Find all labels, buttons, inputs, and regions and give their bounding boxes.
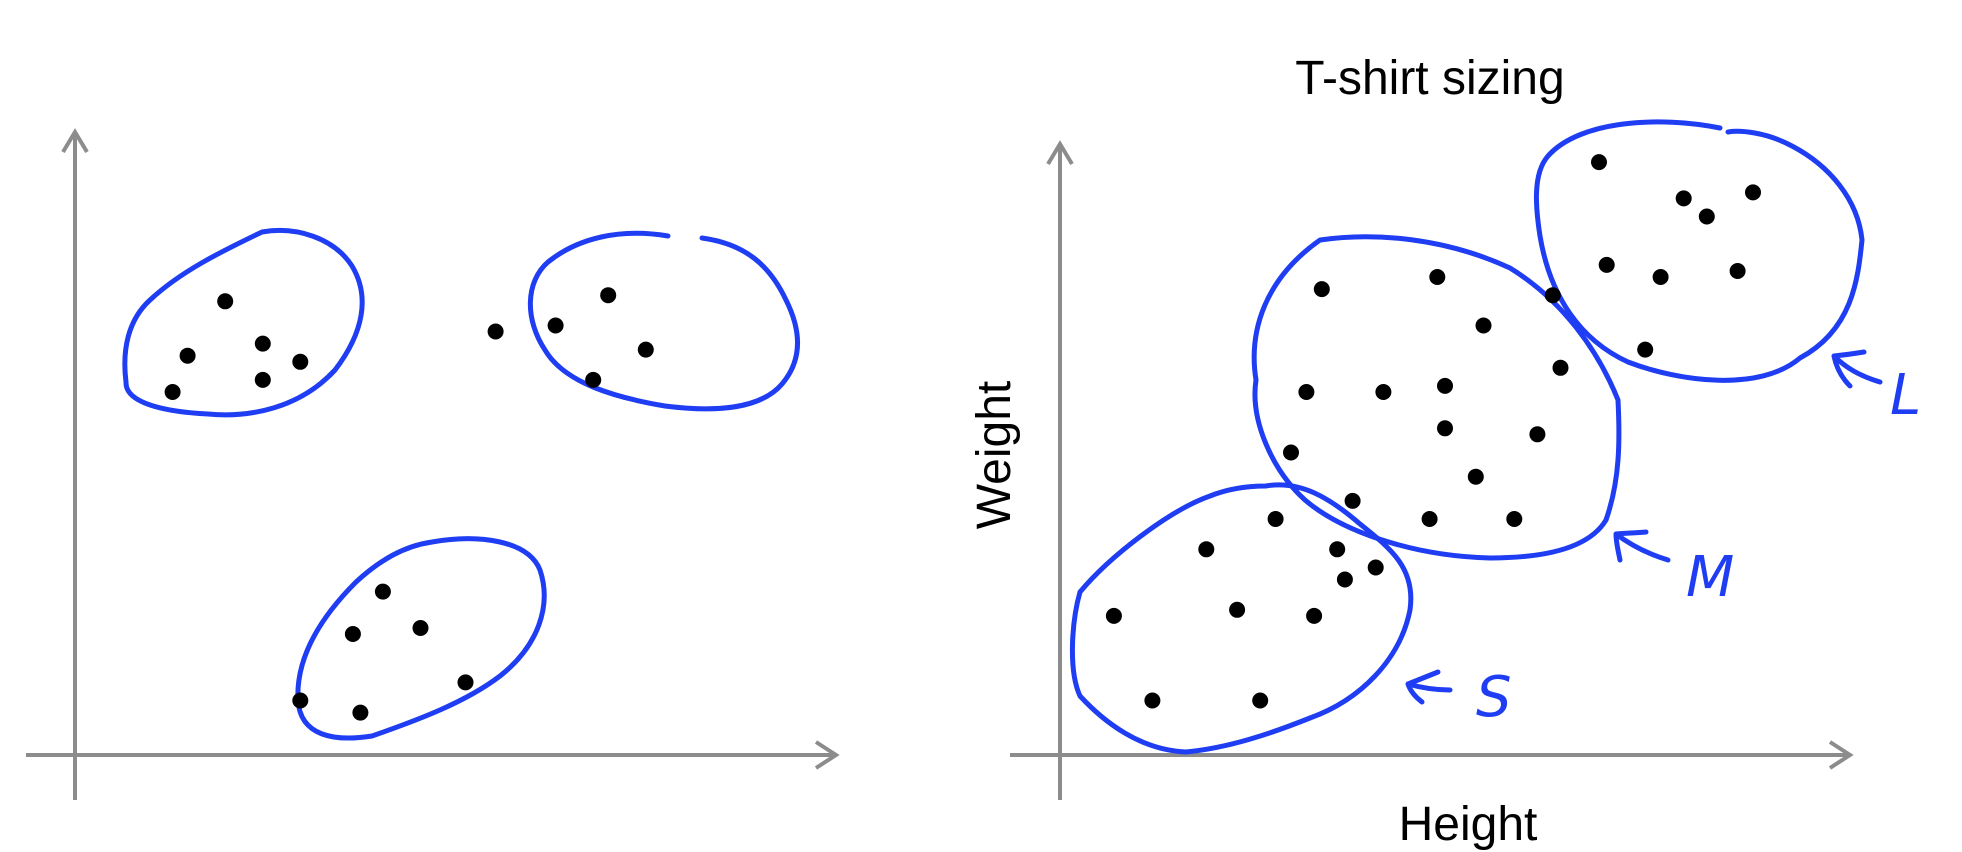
left-cluster-1-point [179,347,196,364]
left-cluster-2-point [600,287,617,304]
cluster-outline-small [1069,482,1414,755]
right-cluster-2-point [1375,384,1392,400]
left-cluster-2-point [487,323,504,340]
y-axis-label: Weight [968,381,1021,530]
size-l-arrow-icon [1831,349,1883,389]
size-m-label: M [1686,545,1734,610]
right-cluster-3-point [1229,601,1246,618]
left-cluster-3-point [412,620,429,636]
left-data-points [164,287,654,721]
right-cluster-2-point [1313,281,1330,298]
left-cluster-2-point [585,371,602,388]
right-cluster-3-point [1198,541,1215,558]
right-cluster-2-point [1344,492,1361,509]
right-cluster-2-point [1283,444,1299,461]
right-cluster-1-point [1729,263,1746,279]
right-data-points [1105,154,1761,709]
left-cluster-2-point [637,341,654,358]
left-cluster-1-point [254,335,271,352]
left-cluster-1-point [164,384,181,400]
left-cluster-outline-3 [295,536,547,741]
unlabeled-clusters-chart [26,128,840,800]
right-cluster-2-point [1552,359,1569,376]
right-cluster-3-point [1367,559,1384,576]
right-cluster-2-point [1467,468,1484,485]
right-cluster-1-point [1652,269,1669,285]
right-cluster-3-point [1306,607,1323,624]
right-cluster-1-point [1745,184,1761,201]
chart-title: T-shirt sizing [1295,52,1564,105]
right-cluster-2-point [1475,317,1492,334]
right-cluster-1-point [1544,287,1561,304]
size-l-label: L [1890,363,1921,428]
left-y-axis-arrowhead [61,128,89,154]
right-cluster-3-point [1105,607,1122,624]
right-cluster-3-point [1336,571,1353,588]
cluster-outline-medium [1251,234,1622,561]
left-cluster-outline-2 [527,230,800,412]
size-m-arrow-icon [1613,529,1671,563]
right-cluster-2-point [1429,269,1446,285]
left-cluster-outline-1 [122,228,365,418]
left-cluster-1-point [217,293,234,310]
right-cluster-2-point [1506,511,1523,527]
right-cluster-2-point [1437,420,1453,437]
right-cluster-2-point [1437,377,1453,394]
left-cluster-3-point [292,692,309,709]
size-s-label: S [1476,665,1512,730]
tshirt-sizing-chart: T-shirt sizing Height Weight L M S [968,52,1921,851]
right-cluster-3-point [1252,692,1269,709]
right-cluster-1-point [1591,154,1607,171]
left-cluster-3-point [344,626,361,642]
right-y-axis-arrowhead [1046,140,1074,166]
left-cluster-1-point [292,353,309,370]
right-cluster-3-point [1144,692,1161,709]
x-axis-label: Height [1399,798,1538,851]
right-cluster-2-point [1421,511,1438,527]
right-cluster-2-point [1298,384,1315,400]
left-cluster-3-point [457,674,474,691]
right-cluster-1-point [1675,190,1692,207]
right-cluster-1-point [1698,208,1715,225]
right-cluster-1-point [1637,341,1654,358]
right-cluster-2-point [1529,426,1546,443]
cluster-outline-large [1533,119,1865,383]
left-cluster-3-point [352,704,369,721]
right-cluster-3-point [1329,541,1346,558]
left-x-axis-arrowhead [814,740,840,770]
right-cluster-3-point [1267,511,1284,527]
size-s-arrow-icon [1405,669,1453,705]
left-cluster-2-point [547,317,564,334]
left-cluster-1-point [254,371,271,388]
right-cluster-1-point [1598,256,1615,273]
right-x-axis-arrowhead [1828,740,1854,770]
left-cluster-3-point [374,583,391,600]
